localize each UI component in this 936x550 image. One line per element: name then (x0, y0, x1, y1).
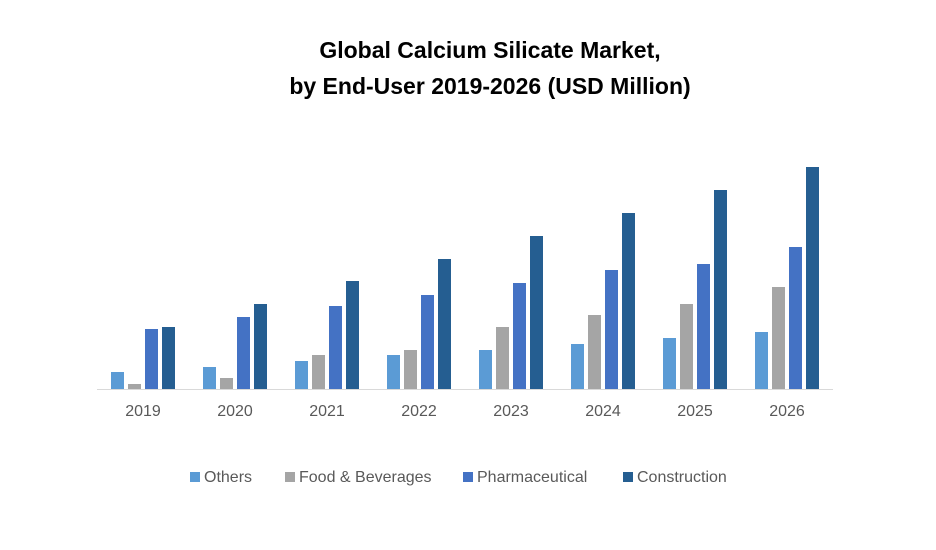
bar (755, 332, 768, 389)
bar (404, 350, 417, 389)
bar (254, 304, 267, 389)
x-tick-label: 2019 (125, 403, 161, 420)
legend-label: Others (204, 469, 252, 486)
bar (421, 295, 434, 389)
bar (772, 287, 785, 389)
bar (128, 384, 141, 389)
legend-swatch (285, 472, 295, 482)
bar (203, 367, 216, 389)
bar (295, 361, 308, 389)
legend-swatch (190, 472, 200, 482)
x-tick-label: 2024 (585, 403, 621, 420)
bar (220, 378, 233, 389)
bar (789, 247, 802, 389)
bar (329, 306, 342, 389)
bar (663, 338, 676, 389)
x-tick-label: 2022 (401, 403, 437, 420)
bar (588, 315, 601, 389)
chart-title: by End-User 2019-2026 (USD Million) (289, 73, 690, 99)
bar (145, 329, 158, 389)
bar (237, 317, 250, 389)
x-tick-label: 2021 (309, 403, 345, 420)
bar (697, 264, 710, 389)
bar (438, 259, 451, 389)
bar (513, 283, 526, 389)
bar (479, 350, 492, 389)
legend-label: Construction (637, 469, 727, 486)
x-tick-label: 2020 (217, 403, 253, 420)
bar (162, 327, 175, 389)
bar (622, 213, 635, 389)
bar (496, 327, 509, 389)
chart-title: Global Calcium Silicate Market, (319, 37, 660, 63)
bar (680, 304, 693, 389)
bar (571, 344, 584, 389)
legend-swatch (623, 472, 633, 482)
bar (346, 281, 359, 389)
bar (605, 270, 618, 389)
bar (806, 167, 819, 389)
bar (111, 372, 124, 389)
bar (530, 236, 543, 389)
x-tick-label: 2025 (677, 403, 713, 420)
x-tick-label: 2026 (769, 403, 805, 420)
legend-swatch (463, 472, 473, 482)
bar (714, 190, 727, 389)
bar (387, 355, 400, 389)
x-tick-label: 2023 (493, 403, 529, 420)
legend-label: Food & Beverages (299, 469, 432, 486)
bar (312, 355, 325, 389)
legend-label: Pharmaceutical (477, 469, 587, 486)
